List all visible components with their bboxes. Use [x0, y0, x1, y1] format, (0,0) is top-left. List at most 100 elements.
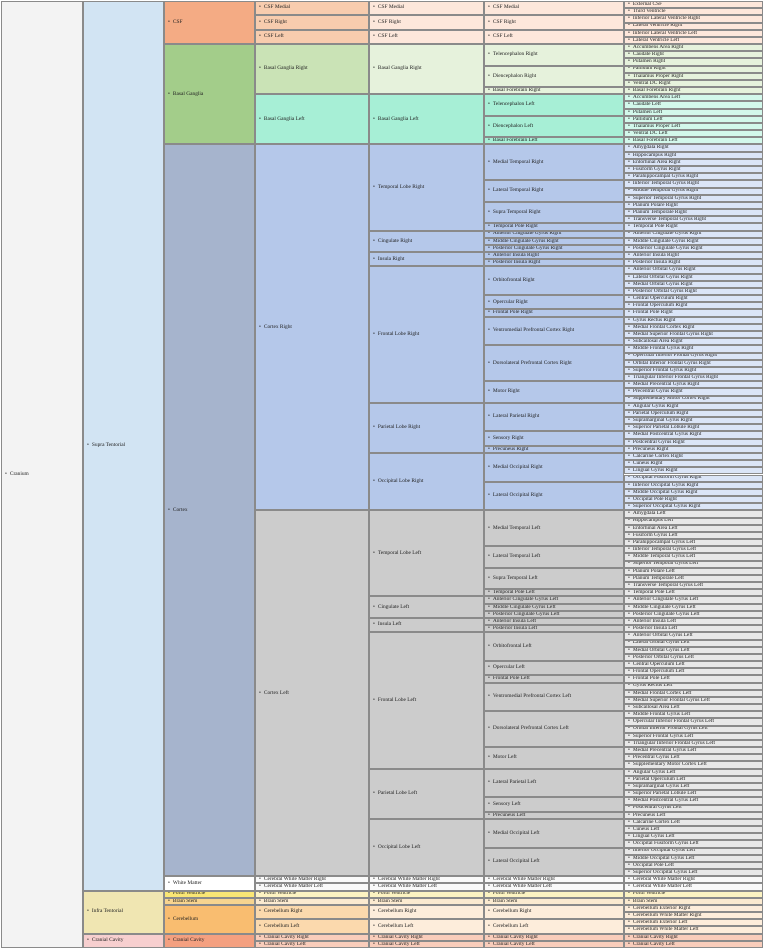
node-basal-ganglia-right: Basal Ganglia Right: [255, 44, 369, 95]
node-middle-frontal-gyrus-right: Middle Frontal Gyrus Right: [624, 345, 763, 353]
node-label: Cingulate Left: [370, 604, 409, 610]
node-label: Fusiform Gyrus Right: [625, 167, 681, 172]
node-label: Inferior Lateral Ventricle Right: [625, 16, 700, 21]
node-label: Middle Occipital Gyrus Left: [625, 856, 695, 861]
node-temporal-pole-left: Temporal Pole Left: [484, 589, 624, 597]
node-label: Parietal Lobe Right: [370, 424, 420, 430]
node-label: Angular Gyrus Left: [625, 770, 676, 775]
node-precuneus-right: Precuneus Right: [624, 445, 763, 453]
node-label: Parahippocampal Gyrus Left: [625, 540, 695, 545]
node-label: Cranial Cavity Right: [256, 935, 309, 940]
node-label: Cerebral White Matter Right: [485, 877, 555, 882]
node-superior-occipital-gyrus-left: Superior Occipital Gyrus Left: [624, 869, 763, 877]
node-label: Hippocampus Left: [625, 519, 673, 524]
node-label: Cranial Cavity Right: [370, 935, 423, 940]
node-label: Cingulate Right: [370, 238, 412, 244]
node-postcentral-gyrus-right: Postcentral Gyrus Right: [624, 438, 763, 446]
node-label: Transverse Temporal Gyrus Left: [625, 583, 703, 588]
node-calcarine-cortex-right: Calcarine Cortex Right: [624, 452, 763, 461]
node-forth-ventricle: Forth Ventricle: [624, 890, 763, 898]
node-posterior-cingulate-gyrus-right: Posterior Cingulate Gyrus Right: [624, 244, 763, 253]
node-insula-left: Insula Left: [369, 617, 484, 633]
node-accumbens-area-left: Accumbens Area Left: [624, 94, 763, 102]
node-telencephalon-left: Telencephalon Left: [484, 94, 624, 116]
node-lateral-temporal-left: Lateral Temporal Left: [484, 546, 624, 568]
node-calcarine-cortex-left: Calcarine Cortex Left: [624, 818, 763, 827]
node-label: Supra Temporal Right: [485, 209, 541, 215]
node-occipital-fusiform-gyrus-left: Occipital Fusiform Gyrus Left: [624, 840, 763, 848]
node-label: Medial Superior Frontal Gyrus Left: [625, 698, 710, 703]
node-label: Forth Ventricle: [370, 892, 410, 897]
node-label: Precuneus Right: [485, 447, 528, 452]
node-anterior-insula-right: Anterior Insula Right: [484, 252, 624, 260]
node-supplementary-motor-cortex-right: Supplementary Motor Cortex Right: [624, 395, 763, 403]
node-basal-ganglia: Basal Ganglia: [164, 44, 255, 145]
node-cerebellum-white-matter-left: Cerebellum White Matter Left: [624, 926, 763, 934]
node-basal-forebrain-left: Basal Forebrain Left: [624, 137, 763, 145]
node-anterior-cingulate-gyrus-right: Anterior Cingulate Gyrus Right: [484, 230, 624, 238]
node-putamen-left: Putamen Left: [624, 108, 763, 116]
node-infra-tentorial: Infra Tentorial: [83, 890, 164, 934]
node-label: Putamen Left: [625, 110, 662, 115]
node-label: Precuneus Right: [625, 447, 668, 452]
node-basal-ganglia-right: Basal Ganglia Right: [369, 44, 484, 95]
node-label: Temporal Lobe Right: [370, 184, 424, 190]
node-label: Lateral Temporal Right: [485, 187, 543, 193]
node-cortex-left: Cortex Left: [255, 510, 369, 877]
node-label: Posterior Insula Left: [485, 626, 537, 631]
node-label: Forth Ventricle: [165, 892, 205, 897]
node-label: Posterior Insula Left: [625, 626, 677, 631]
node-putamen-right: Putamen Right: [624, 58, 763, 66]
node-label: Gyrus Rectus Left: [625, 684, 673, 689]
node-medial-occipital-right: Medial Occipital Right: [484, 452, 624, 482]
node-label: Motor Left: [485, 754, 517, 760]
node-csf-medial: CSF Medial: [369, 1, 484, 16]
node-label: Diencephalon Right: [485, 73, 536, 79]
node-dorsolateral-prefrontal-cortex-left: Dorsolateral Prefrontal Cortex Left: [484, 711, 624, 748]
node-label: Lateral Parietal Left: [485, 779, 536, 785]
node-subcallosal-area-left: Subcallosal Area Left: [624, 704, 763, 712]
node-lateral-ventricle-left: Lateral Ventricle Left: [624, 36, 763, 45]
node-inferior-lateral-ventricle-left: Inferior Lateral Ventricle Left: [624, 29, 763, 37]
node-label: Precentral Gyrus Left: [625, 755, 680, 760]
node-label: Orbitofrontal Left: [485, 643, 532, 649]
node-csf-medial: CSF Medial: [255, 1, 369, 16]
node-label: CSF: [165, 19, 183, 25]
node-superior-parietal-lobule-right: Superior Parietal Lobule Right: [624, 424, 763, 432]
node-label: Brain Stem: [165, 899, 197, 904]
node-inferior-lateral-ventricle-right: Inferior Lateral Ventricle Right: [624, 15, 763, 23]
node-label: Superior Frontal Gyrus Right: [625, 368, 696, 373]
node-motor-right: Motor Right: [484, 381, 624, 403]
node-label: Supramarginal Gyrus Right: [625, 418, 693, 423]
node-medial-postcentral-gyrus-right: Medial Postcentral Gyrus Right: [624, 431, 763, 439]
node-parietal-lobe-left: Parietal Lobe Left: [369, 768, 484, 819]
node-label: Opercular Inferior Frontal Gyrus Left: [625, 719, 714, 724]
node-middle-cingulate-gyrus-left: Middle Cingulate Gyrus Left: [484, 603, 624, 611]
node-label: Superior Parietal Lobule Left: [625, 791, 696, 796]
node-label: Sensory Right: [485, 435, 524, 441]
node-label: Frontal Operculum Right: [625, 303, 688, 308]
node-third-ventricle: Third Ventricle: [624, 8, 763, 16]
node-cranial-cavity: Cranial Cavity: [83, 933, 164, 948]
node-cerebral-white-matter-left: Cerebral White Matter Left: [369, 883, 484, 891]
node-label: Cerebellum Left: [370, 923, 413, 929]
node-label: CSF Left: [256, 33, 284, 39]
node-label: Cranium: [2, 471, 29, 477]
node-brain-stem: Brain Stem: [255, 897, 369, 905]
node-basal-forebrain-right: Basal Forebrain Right: [484, 87, 624, 95]
node-pallidum-right: Pallidum Right: [624, 65, 763, 73]
node-label: Anterior Cingulate Gyrus Left: [625, 597, 698, 602]
node-label: Cranial Cavity: [165, 937, 205, 943]
node-orbital-inferior-frontal-gyrus-right: Orbital Inferior Frontal Gyrus Right: [624, 359, 763, 367]
node-supramarginal-gyrus-left: Supramarginal Gyrus Left: [624, 782, 763, 791]
node-cerebellum-left: Cerebellum Left: [369, 919, 484, 934]
node-diencephalon-right: Diencephalon Right: [484, 65, 624, 88]
node-cerebellum-right: Cerebellum Right: [369, 904, 484, 920]
node-cranial-cavity-left: Cranial Cavity Left: [369, 940, 484, 948]
node-fusiform-gyrus-left: Fusiform Gyrus Left: [624, 531, 763, 540]
node-label: Motor Right: [485, 388, 520, 394]
node-label: Forth Ventricle: [485, 892, 525, 897]
node-amygdala-right: Amygdala Right: [624, 144, 763, 152]
node-precentral-gyrus-right: Precentral Gyrus Right: [624, 388, 763, 396]
node-label: Central Operculum Left: [625, 662, 685, 667]
